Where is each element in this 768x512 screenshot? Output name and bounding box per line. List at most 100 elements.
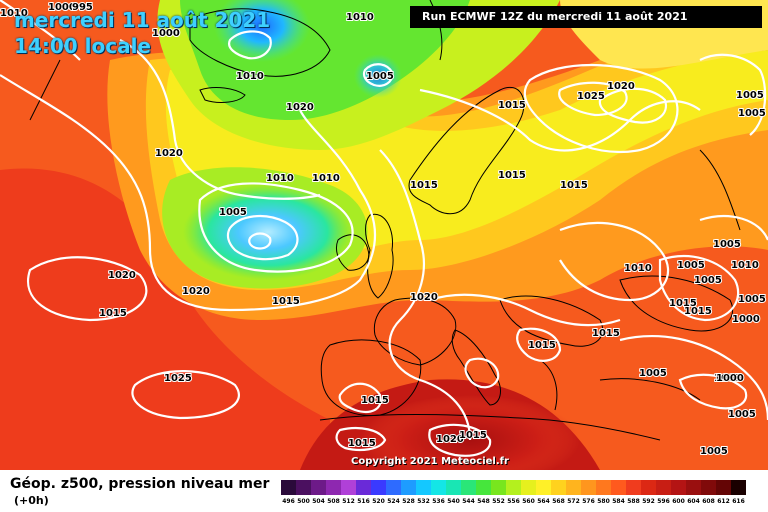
isobar-1020-arc: [119, 39, 321, 200]
legend-tick-label: 520: [372, 498, 385, 505]
isobar-1015-balkans: [516, 327, 562, 362]
isobar-label: 1005: [219, 207, 247, 218]
legend-swatch: [686, 480, 701, 495]
isobar-label: 1010: [731, 260, 759, 271]
legend-tick-label: 568: [552, 498, 565, 505]
legend-tick-label: 516: [357, 498, 370, 505]
isobar-label: 1025: [164, 373, 192, 384]
legend-swatch: [641, 480, 656, 495]
isobar-label: 1020: [155, 148, 183, 159]
legend-tick-label: 500: [297, 498, 310, 505]
isobar-nw: [0, 0, 81, 61]
forecast-time: 14:00 locale: [14, 34, 151, 58]
isobar-label: 1005: [738, 108, 766, 119]
legend-swatch: [656, 480, 671, 495]
legend-footer: Géop. z500, pression niveau mer (+0h) 49…: [0, 470, 768, 512]
coast-greenland-ice: [189, 8, 331, 77]
legend-swatch: [716, 480, 731, 495]
isobar-label: 1020: [182, 286, 210, 297]
isobar-label: 1020: [108, 270, 136, 281]
isobar-1005-north: [362, 63, 394, 87]
legend-tick-label: 512: [342, 498, 355, 505]
legend-swatch: [671, 480, 686, 495]
legend-tick-label: 584: [612, 498, 625, 505]
legend-swatch: [371, 480, 386, 495]
legend-swatch: [731, 480, 746, 495]
coast-balkans-north: [499, 295, 604, 347]
coast-turkey: [599, 378, 701, 401]
isobar-1010-low: [198, 182, 354, 273]
legend-tick-label: 564: [537, 498, 550, 505]
coast-britain: [365, 213, 394, 299]
isobar-label: 1005: [700, 446, 728, 457]
legend-swatch: [611, 480, 626, 495]
legend-swatch: [401, 480, 416, 495]
isobar-1020-ne: [598, 87, 668, 124]
isobar-1025-inner: [558, 81, 628, 117]
legend-swatch: [311, 480, 326, 495]
legend-swatch: [521, 480, 536, 495]
coast-scandinavia: [408, 86, 525, 215]
isobar-1000-se: [678, 373, 748, 410]
legend-swatch: [566, 480, 581, 495]
coast-france: [373, 297, 457, 366]
isobar-label: 1015: [528, 340, 556, 351]
isobar-1005-low: [226, 214, 299, 261]
isobar-label: 1005: [714, 373, 742, 384]
isobar-1015-africa-w: [335, 426, 387, 451]
isobar-label: 1020: [436, 434, 464, 445]
isobar-label: 1015: [669, 298, 697, 309]
legend-swatch: [551, 480, 566, 495]
isobar-label: 1005: [713, 239, 741, 250]
isobar-label: 1000: [152, 28, 180, 39]
coast-east: [699, 149, 741, 231]
isobar-label: 1000: [716, 373, 744, 384]
isobar-label: 1000: [732, 314, 760, 325]
legend-tick-label: 612: [717, 498, 730, 505]
low-north: [214, 0, 310, 62]
isobar-1010-ne: [699, 215, 768, 241]
run-info-banner: Run ECMWF 12Z du mercredi 11 août 2021: [410, 6, 762, 28]
legend-tick-label: 576: [582, 498, 595, 505]
isobar-1010-east: [559, 221, 670, 302]
coast-italy: [451, 329, 501, 406]
isobar-label: 1020: [410, 292, 438, 303]
legend-tick-label: 580: [597, 498, 610, 505]
legend-swatch: [536, 480, 551, 495]
legend-tick-label: 524: [387, 498, 400, 505]
isobar-label: 1005: [366, 71, 394, 82]
forecast-map: 1010 1000 995 1000 1010 1010 1005 1020 1…: [0, 0, 768, 470]
isobar-1025-high: [523, 63, 679, 154]
isobar-label: 1005: [639, 368, 667, 379]
legend-swatch: [476, 480, 491, 495]
isobar-label: 1005: [677, 260, 705, 271]
coast-canada: [29, 59, 61, 121]
legend-swatch: [341, 480, 356, 495]
isobar-label: 1025: [577, 91, 605, 102]
legend-tick-label: 548: [477, 498, 490, 505]
legend-title: Géop. z500, pression niveau mer: [10, 476, 270, 492]
legend-swatch: [326, 480, 341, 495]
legend-tick-label: 560: [522, 498, 535, 505]
legend-swatch: [581, 480, 596, 495]
map-panel: 1010 1000 995 1000 1010 1010 1005 1020 1…: [0, 0, 768, 470]
isobar-label: 1015: [410, 180, 438, 191]
legend-tick-label: 604: [687, 498, 700, 505]
legend-swatch: [506, 480, 521, 495]
isobar-1000-core: [248, 232, 272, 250]
legend-swatch: [596, 480, 611, 495]
isobar-label: 1015: [592, 328, 620, 339]
isobar-label: 1015: [361, 395, 389, 406]
isobar-label: 1015: [99, 308, 127, 319]
color-scale: [281, 480, 746, 495]
isobar-label: 1010: [266, 173, 294, 184]
legend-swatch: [461, 480, 476, 495]
isobar-1015-central: [379, 149, 472, 441]
legend-swatch: [701, 480, 716, 495]
legend-tick-label: 504: [312, 498, 325, 505]
coast-iceland: [199, 87, 246, 103]
isobar-1015-west: [0, 74, 376, 312]
isobar-label: 1005: [728, 409, 756, 420]
isobar-label: 1010: [236, 71, 264, 82]
